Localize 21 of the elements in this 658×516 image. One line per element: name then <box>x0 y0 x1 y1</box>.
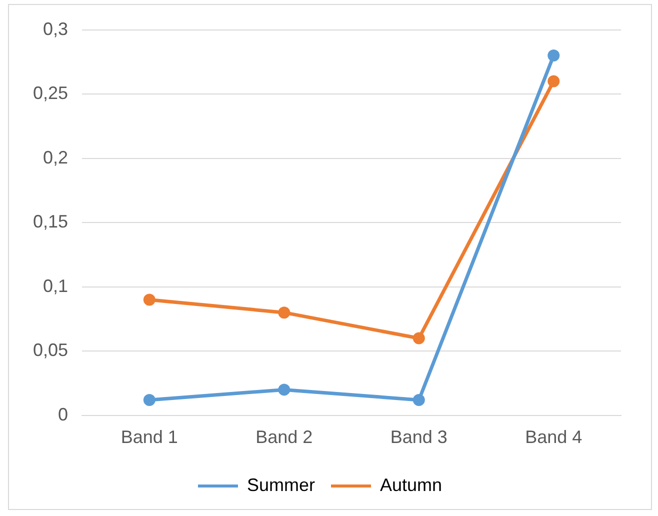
y-tick-label: 0,25 <box>32 83 68 104</box>
x-tick-label: Band 1 <box>120 427 178 448</box>
point <box>548 50 560 62</box>
point <box>278 384 290 396</box>
y-tick-label: 0,15 <box>32 212 68 232</box>
y-tick-label: 0 <box>58 404 68 424</box>
x-tick-label: Band 2 <box>256 427 313 448</box>
legend-label: Autumn <box>380 474 442 495</box>
point <box>278 306 290 319</box>
y-tick-label: 0,2 <box>43 147 68 168</box>
point <box>412 332 425 344</box>
x-tick-label: Band 3 <box>390 427 448 448</box>
y-tick-label: 0,3 <box>43 18 68 39</box>
point <box>548 75 560 88</box>
legend-label: Summer <box>246 474 315 495</box>
y-tick-label: 0,1 <box>43 276 68 296</box>
y-tick-label: 0,05 <box>32 340 68 360</box>
point <box>143 294 156 306</box>
point <box>143 394 156 406</box>
x-tick-label: Band 4 <box>525 427 582 448</box>
point <box>412 394 425 406</box>
